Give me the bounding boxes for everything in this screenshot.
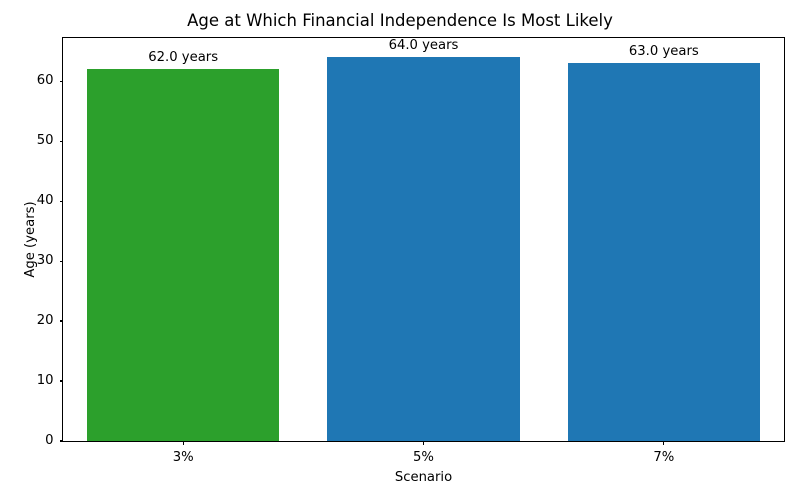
- y-tick-label: 0: [45, 433, 54, 448]
- y-tick-label: 40: [36, 193, 54, 209]
- y-tick-label: 30: [36, 253, 54, 269]
- y-tick-mark: [59, 140, 63, 142]
- y-tick-mark: [59, 260, 63, 262]
- chart-title: Age at Which Financial Independence Is M…: [187, 11, 613, 30]
- plot-area: 62.0 years 64.0 years 63.0 years 0 10 20 30 40…: [37, 37, 785, 465]
- y-tick-mark: [59, 440, 63, 442]
- y-tick-label: 50: [36, 133, 54, 149]
- x-tick-mark: [182, 441, 184, 445]
- bar-value-label: 63.0 years: [628, 44, 699, 60]
- bars-layer: 62.0 years 64.0 years 63.0 years: [63, 38, 784, 441]
- y-axis-label: Age (years): [23, 201, 38, 278]
- y-tick-mark: [59, 200, 63, 202]
- bar-value-label: 62.0 years: [148, 50, 219, 66]
- bar-group: 63.0 years: [567, 38, 760, 441]
- bar: [327, 57, 520, 441]
- bar: [87, 69, 280, 441]
- y-tick-label: 10: [36, 373, 54, 389]
- bar: [567, 63, 760, 441]
- x-tick-label: 7%: [653, 449, 675, 465]
- y-tick-label: 20: [36, 313, 54, 329]
- y-tick-mark: [59, 80, 63, 82]
- x-axis-label: Scenario: [394, 470, 453, 485]
- x-tick-mark: [422, 441, 424, 445]
- y-tick-label: 60: [36, 73, 54, 89]
- bar-group: 62.0 years: [87, 38, 280, 441]
- y-tick-mark: [59, 320, 63, 322]
- x-tick-label: 3%: [172, 449, 194, 465]
- y-tick-mark: [59, 380, 63, 382]
- bar-group: 64.0 years: [327, 38, 520, 441]
- x-tick-label: 5%: [413, 449, 434, 465]
- bar-value-label: 64.0 years: [388, 38, 459, 54]
- x-tick-mark: [663, 441, 665, 445]
